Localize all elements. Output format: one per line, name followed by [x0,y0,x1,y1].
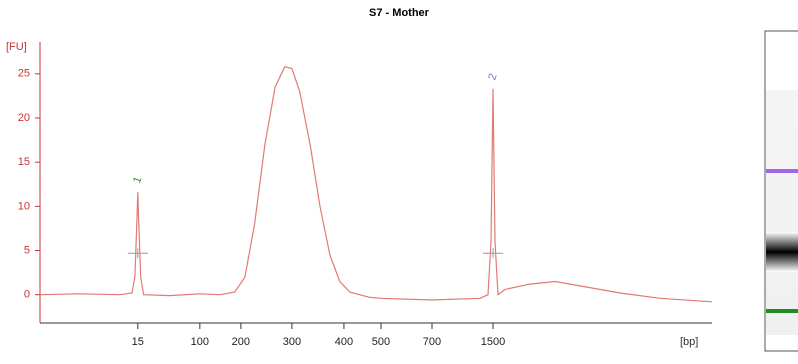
chart-title: S7 - Mother [369,7,430,19]
y-tick-label: 25 [18,68,30,80]
gel-lower-marker [766,309,798,313]
x-tick-label: 1500 [481,336,505,348]
peak-annotation: 1 [131,175,144,185]
y-tick-label: 5 [24,244,30,256]
y-tick-label: 10 [18,200,30,212]
peak-annotation: 2 [486,72,499,82]
x-tick-label: 300 [283,336,301,348]
y-tick-label: 15 [18,156,30,168]
x-tick-label: 700 [423,336,441,348]
chart: S7 - Mother [FU] [bp] 0 5 10 15 20 25 15 100 200… [0,0,798,364]
y-axis-label: [FU] [6,41,27,53]
x-tick-label: 200 [232,336,250,348]
x-tick-label: 100 [191,336,209,348]
x-tick-label: 400 [335,336,353,348]
gel-body [766,90,798,335]
x-tick-label: 15 [132,336,144,348]
gel-band [766,232,798,272]
gel-upper-marker [766,169,798,173]
x-tick-label: 500 [372,336,390,348]
y-tick-label: 0 [24,289,30,301]
x-axis-label: [bp] [680,336,698,348]
y-tick-label: 20 [18,112,30,124]
gel-lane [765,31,798,351]
